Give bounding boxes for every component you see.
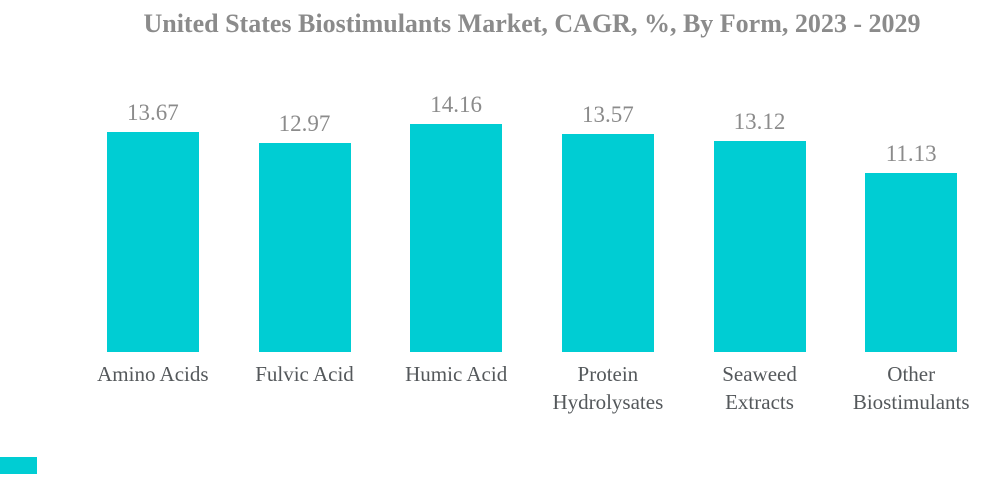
category-label: Other Biostimulants xyxy=(852,362,970,414)
bar-value-label: 13.57 xyxy=(581,102,634,127)
bar-group: 11.13 xyxy=(835,142,987,352)
bar-value-label: 13.67 xyxy=(126,100,179,125)
bar-group: 12.97 xyxy=(229,112,381,352)
bar-group: 13.12 xyxy=(684,110,836,352)
bar xyxy=(410,124,503,352)
category-label: Protein Hydrolysates xyxy=(552,362,664,414)
bar xyxy=(561,134,654,352)
bars-row: 13.67 12.97 14.16 13.57 13.12 11.13 xyxy=(77,0,987,352)
bar-value-label: 11.13 xyxy=(885,141,937,166)
bar-value-label: 12.97 xyxy=(278,111,331,136)
category-label: Seaweed Extracts xyxy=(722,362,797,414)
bar xyxy=(713,141,806,352)
categories-row: Amino Acids Fulvic Acid Humic Acid Protein … xyxy=(77,360,987,416)
chart-title: United States Biostimulants Market, CAGR… xyxy=(143,9,921,38)
bar-value-label: 13.12 xyxy=(733,109,786,134)
bar xyxy=(106,132,199,352)
category-label: Fulvic Acid xyxy=(255,362,354,386)
bar-group: 14.16 xyxy=(380,93,532,352)
category-label: Amino Acids xyxy=(97,362,209,386)
bar-group: 13.67 xyxy=(77,101,229,352)
bar xyxy=(865,173,958,352)
bar-group: 13.57 xyxy=(532,103,684,352)
bar xyxy=(258,143,351,352)
bar-value-label: 14.16 xyxy=(430,92,483,117)
category-label: Humic Acid xyxy=(405,362,508,386)
watermark-corner-accent xyxy=(0,457,37,474)
